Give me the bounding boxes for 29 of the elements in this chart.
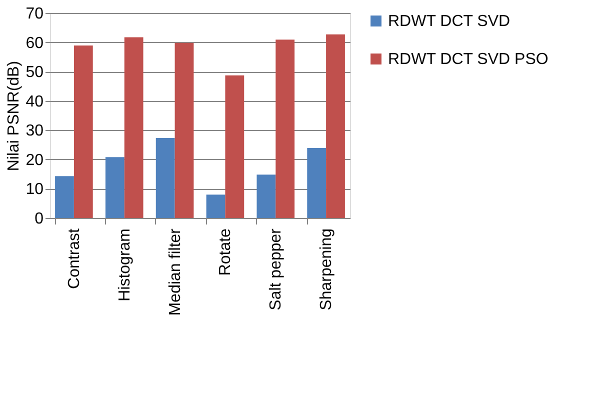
y-axis-title: Nilai PSNR(dB): [6, 60, 23, 172]
y-tick-label: 60: [26, 34, 44, 52]
x-tick-label: Contrast: [66, 228, 83, 289]
x-tick-label: Sharpening: [318, 228, 336, 310]
y-tick-label: 40: [26, 93, 44, 110]
bar: [307, 148, 326, 218]
bar: [326, 34, 345, 218]
bar: [124, 37, 144, 218]
y-tick-label: 30: [26, 122, 44, 140]
bar: [74, 46, 93, 218]
bar: [174, 42, 194, 218]
bar: [206, 194, 226, 218]
bar: [55, 176, 74, 218]
y-tick-label: 20: [26, 152, 44, 169]
bar: [156, 138, 175, 218]
x-tick-label: Salt pepper: [268, 228, 285, 310]
x-tick-label: Median filter: [166, 228, 184, 316]
bar: [256, 174, 276, 218]
legend-label: RDWT DCT SVD: [388, 13, 510, 30]
y-tick-label: 70: [26, 6, 44, 22]
y-tick-label: 50: [26, 64, 44, 82]
x-tick-label: Histogram: [116, 228, 134, 302]
bar: [276, 40, 295, 218]
legend-label: RDWT DCT SVD PSO: [388, 51, 548, 68]
y-tick-label: 0: [34, 210, 44, 228]
bar: [225, 75, 244, 218]
x-tick-label: Rotate: [217, 228, 234, 276]
y-tick-label: 10: [26, 181, 44, 198]
bar: [105, 157, 124, 218]
